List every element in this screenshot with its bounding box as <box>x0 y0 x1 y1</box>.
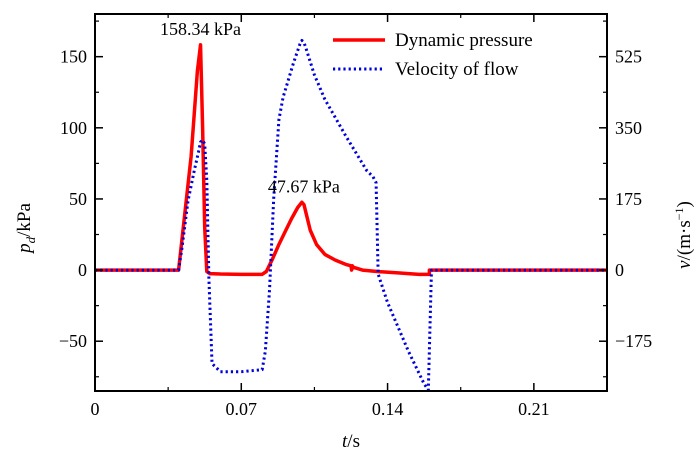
y-left-tick-label: 0 <box>78 260 87 280</box>
y-right-tick-label: 350 <box>615 118 642 138</box>
y-right-tick-label: 175 <box>615 189 642 209</box>
x-tick-label: 0.07 <box>226 399 258 419</box>
pressure-series-line <box>95 43 607 277</box>
peak-annotation: 47.67 kPa <box>268 176 340 196</box>
peak-annotation: 158.34 kPa <box>160 19 241 39</box>
y-left-axis-label: pd/kPa <box>14 203 38 255</box>
y-right-axis-label: v/(m·s−1) <box>672 201 695 269</box>
y-right-tick-label: −175 <box>615 331 652 351</box>
legend-label: Dynamic pressure <box>395 30 533 51</box>
legend: Dynamic pressure Velocity of flow <box>333 30 533 80</box>
y-left-tick-label: 150 <box>60 47 87 67</box>
y-right-tick-label: 525 <box>615 47 642 67</box>
x-tick-label: 0.21 <box>518 399 550 419</box>
legend-label: Velocity of flow <box>395 59 519 80</box>
x-tick-label: 0.14 <box>372 399 404 419</box>
y-left-tick-label: −50 <box>59 331 87 351</box>
velocity-series-line <box>95 38 607 391</box>
y-right-tick-label: 0 <box>615 260 624 280</box>
x-tick-label: 0 <box>91 399 100 419</box>
y-left-tick-label: 50 <box>69 189 87 209</box>
x-axis-label: t/s <box>342 431 360 452</box>
plot-frame <box>94 13 608 392</box>
y-left-tick-label: 100 <box>60 118 87 138</box>
